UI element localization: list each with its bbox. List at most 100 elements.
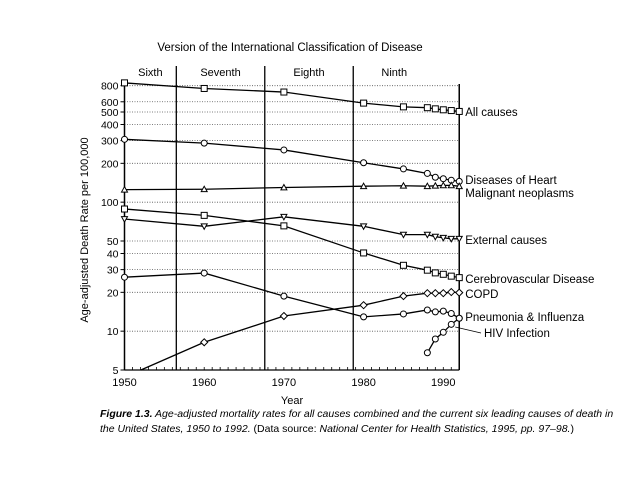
data-point-square [360, 99, 368, 107]
data-point-triangle-up [359, 182, 368, 190]
data-point-circle [423, 306, 431, 314]
series-label: Diseases of Heart [465, 175, 557, 187]
series-label: Malignant neoplasms [465, 188, 574, 200]
data-point-square [200, 84, 208, 92]
data-point-square [399, 261, 407, 269]
y-axis-label: Age-adjusted Death Rate per 100,000 [79, 137, 91, 322]
data-point-circle [423, 169, 431, 177]
data-point-triangle-up [200, 185, 209, 193]
y-tick-label: 400 [101, 120, 119, 132]
data-point-square [399, 103, 407, 111]
data-point-circle [280, 292, 288, 300]
x-tick-label: 1960 [192, 377, 216, 389]
data-point-square [280, 222, 288, 230]
y-tick-label: 600 [101, 97, 119, 109]
data-point-triangle-up [120, 185, 129, 193]
era-label: Sixth [138, 67, 162, 79]
data-point-triangle-down [455, 235, 464, 243]
caption-source-suffix: ) [570, 422, 574, 435]
series-line [140, 291, 460, 371]
figure-caption: Figure 1.3. Age-adjusted mortality rates… [100, 407, 620, 436]
data-point-square [280, 88, 288, 96]
x-tick-label: 1950 [112, 377, 136, 389]
data-point-circle [439, 175, 447, 183]
series-label: COPD [465, 289, 498, 301]
y-tick-label: 50 [107, 236, 119, 248]
data-point-triangle-up [399, 181, 408, 189]
data-point-triangle-up [280, 183, 288, 191]
data-point-diamond [447, 287, 456, 297]
series-label: HIV Infection [484, 328, 550, 340]
x-tick-label: 1990 [431, 377, 455, 389]
data-point-square [200, 211, 208, 219]
series-cerebrovascular-disease [121, 205, 463, 282]
data-point-circle [360, 313, 368, 321]
y-tick-label: 30 [107, 265, 119, 277]
series-label: Cerebrovascular Disease [465, 274, 594, 286]
data-point-square [439, 270, 447, 278]
data-point-circle [399, 310, 407, 318]
data-point-square [447, 107, 455, 115]
data-point-square [121, 79, 128, 87]
caption-label: Figure 1.3. [100, 408, 153, 420]
y-tick-label: 500 [101, 107, 119, 119]
data-point-circle [447, 310, 455, 318]
series-malignant-neoplasms [120, 181, 464, 193]
series-diseases-of-heart [121, 135, 463, 185]
data-point-circle [200, 139, 208, 147]
data-point-square [423, 104, 431, 112]
data-point-triangle-down [280, 213, 288, 221]
data-point-triangle-down [439, 234, 448, 242]
series-copd [140, 287, 464, 371]
x-axis-label: Year [281, 395, 304, 407]
data-point-diamond [399, 291, 408, 301]
series-label: Pneumonia & Influenza [465, 312, 585, 324]
data-point-circle [447, 320, 455, 328]
data-point-triangle-down [399, 231, 408, 239]
data-point-diamond [423, 288, 432, 298]
series-hiv-infection [423, 314, 463, 357]
data-point-circle [399, 165, 407, 173]
data-point-diamond [455, 288, 464, 297]
data-point-triangle-down [447, 235, 456, 243]
data-point-square [431, 105, 439, 113]
data-point-circle [423, 349, 431, 357]
series-line [124, 184, 460, 191]
data-point-triangle-up [431, 181, 440, 189]
y-tick-label: 40 [107, 249, 119, 261]
data-point-triangle-up [439, 181, 448, 189]
data-point-circle [121, 273, 128, 281]
data-point-square [455, 107, 463, 115]
series-line [124, 216, 460, 240]
data-point-diamond [199, 338, 209, 347]
series-label: All causes [465, 107, 518, 119]
era-label: Ninth [381, 67, 407, 79]
data-point-diamond [279, 311, 289, 321]
data-point-triangle-down [431, 233, 440, 241]
data-point-square [431, 269, 439, 277]
y-tick-label: 300 [101, 136, 119, 148]
data-point-square [360, 249, 368, 257]
data-point-circle [439, 307, 447, 315]
data-point-circle [455, 314, 463, 322]
data-point-triangle-down [359, 223, 368, 231]
data-point-diamond [439, 288, 448, 298]
data-point-square [423, 266, 431, 274]
y-tick-label: 5 [113, 365, 119, 377]
y-tick-label: 100 [101, 197, 119, 209]
data-point-diamond [359, 300, 368, 310]
era-label: Seventh [200, 67, 240, 79]
data-point-triangle-down [200, 223, 209, 231]
data-point-diamond [431, 288, 440, 298]
data-point-square [439, 106, 447, 114]
x-tick-label: 1970 [272, 377, 296, 389]
series-all-causes [121, 79, 463, 115]
caption-source-prefix: (Data source: [253, 422, 320, 435]
chart-title: Version of the International Classificat… [157, 42, 422, 54]
series-line [124, 138, 460, 182]
data-point-triangle-up [455, 182, 464, 190]
x-tick-label: 1980 [351, 377, 375, 389]
data-point-triangle-down [423, 231, 432, 239]
data-point-square [455, 274, 463, 282]
data-point-triangle-down [120, 216, 129, 224]
